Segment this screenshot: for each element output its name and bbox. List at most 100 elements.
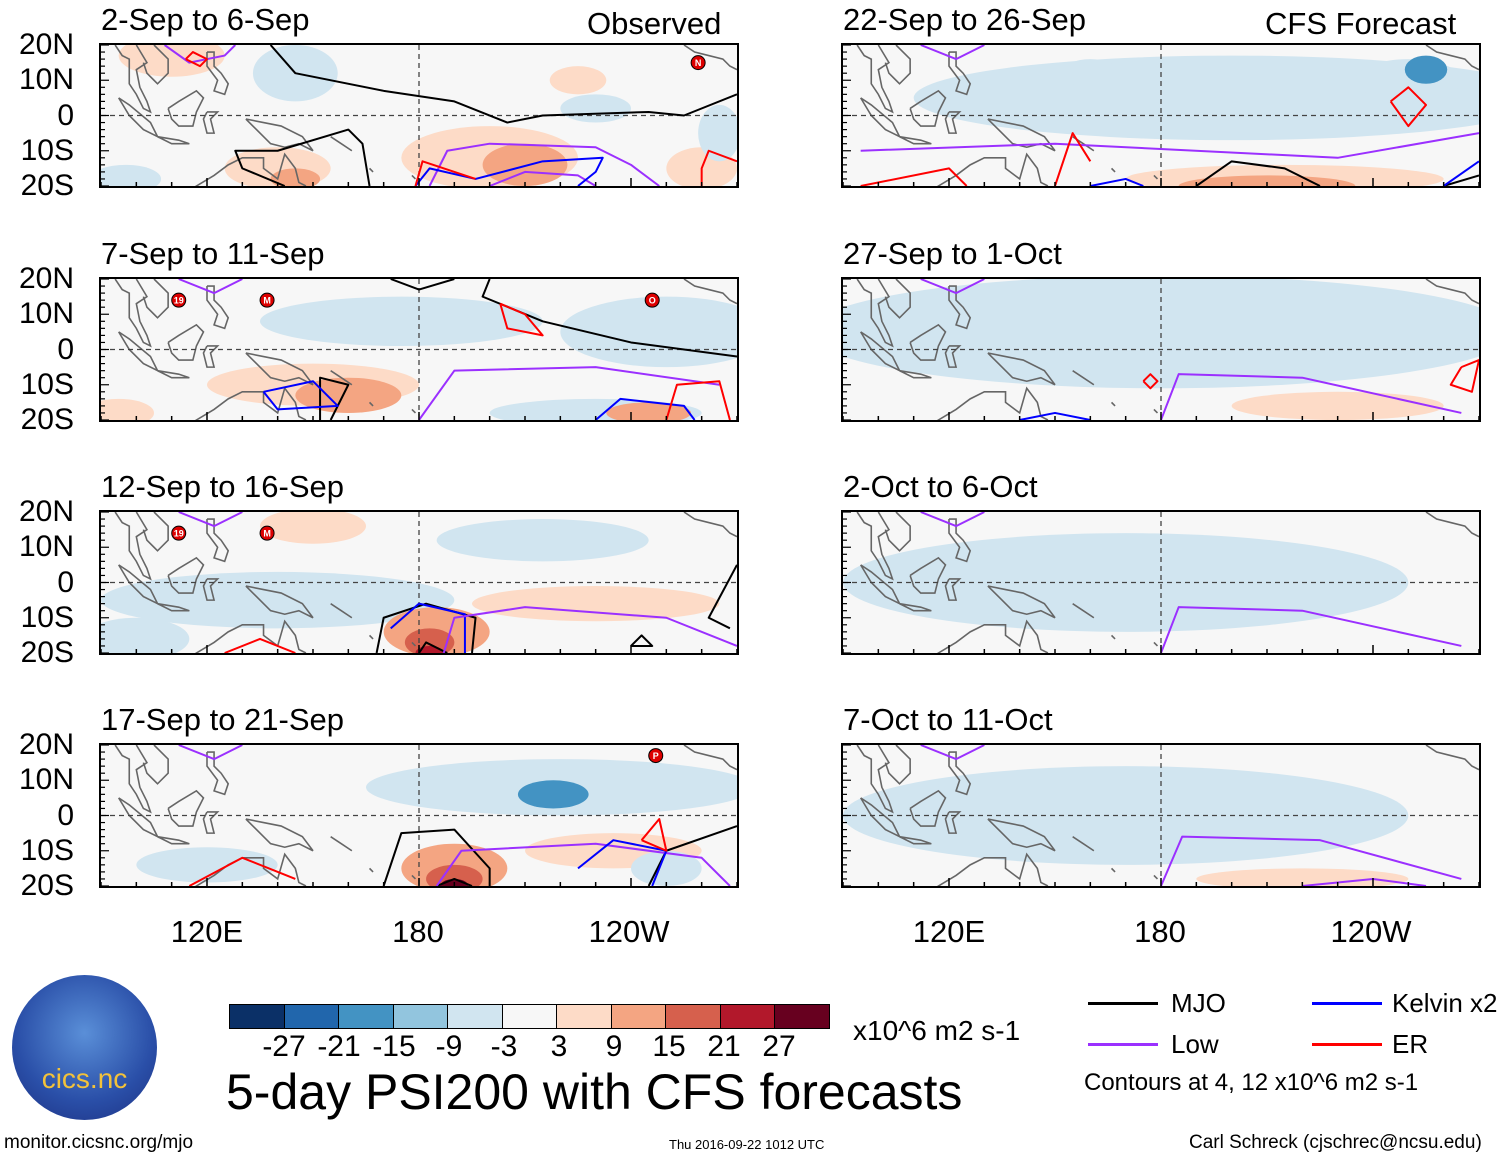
coastline [987,818,1056,852]
map-svg [843,745,1479,886]
contour-er [1142,373,1159,390]
legend-low: Low [1171,1029,1219,1059]
panel-title: 17-Sep to 21-Sep [101,702,345,737]
coastline [202,811,220,834]
shading-region [1404,55,1448,84]
coastline [157,135,190,145]
colorbar [229,1004,830,1029]
map-panel [841,277,1481,422]
coastline [114,745,152,814]
shading-region [631,850,702,886]
colorbar-swatch [720,1005,775,1028]
lat-label: 10S [20,133,74,167]
coastline [142,512,169,552]
contour-low [920,745,985,761]
map-panel: P [99,743,739,888]
contour-mjo [630,634,654,647]
coastline [117,797,160,839]
contour-low [418,366,720,420]
coastline [856,745,894,814]
legend-kelvin-line [1312,1002,1382,1005]
coastline [194,852,307,886]
colorbar-swatch [339,1005,394,1028]
coastline [194,386,307,420]
contour-kelvin [390,602,466,653]
shading-region [295,377,402,413]
colorbar-label: 3 [550,1030,568,1063]
storm-label: M [263,529,271,539]
coastline [114,279,152,348]
coastline [944,578,962,601]
shading-region [101,571,455,629]
forecast-label: CFS Forecast [1265,6,1457,41]
coastline [1110,167,1116,173]
tropical-cyclone-icon: 19 [171,525,187,541]
lon-label: 120E [170,914,244,949]
coastline [114,512,152,581]
legend-er: ER [1392,1029,1429,1059]
contour-low [178,512,243,528]
coastline [368,634,374,640]
contour-note: Contours at 4, 12 x10^6 m2 s-1 [1084,1069,1419,1096]
map-panel: N [99,43,739,188]
logo-text: cics.nc [41,1063,128,1094]
footer-url[interactable]: monitor.cicsnc.org/mjo [4,1132,194,1153]
lat-label: 20N [18,262,74,295]
coastline [245,818,314,852]
coastline [167,556,205,594]
contour-mjo [436,877,473,886]
lat-label: 10N [18,763,74,797]
coastline [856,45,894,114]
shading-region [101,617,190,653]
shading-region [913,55,1479,141]
contour-mjo [390,279,455,291]
colorbar-label: -21 [317,1030,361,1063]
legend-kelvin: Kelvin x2 [1392,988,1498,1018]
panel-title: 2-Oct to 6-Oct [843,469,1038,504]
storm-label: O [649,296,656,306]
coastline [1153,408,1159,414]
contour-low [920,279,985,295]
coastline [1425,745,1479,771]
coastline [411,641,417,647]
lat-label: 0 [57,565,74,599]
contour-low [178,279,243,295]
coastline [245,352,314,386]
contour-mjo [375,602,477,653]
colorbar-label: -3 [490,1030,518,1063]
tropical-cyclone-icon: 19 [171,292,187,308]
colorbar-swatch [502,1005,557,1028]
coastline [936,152,1049,186]
coastline [987,352,1056,386]
colorbar-swatch [448,1005,503,1028]
coastline [899,135,932,145]
lat-label: 10N [18,297,74,331]
coastline [1110,634,1116,640]
tropical-cyclone-icon: M [259,525,275,541]
coastline [1425,512,1479,538]
contour-low [428,142,660,186]
contour-low [178,745,243,761]
coastline [856,279,894,348]
lat-label: 0 [57,798,74,832]
colorbar-label: 9 [605,1030,623,1063]
coastline [859,97,902,139]
tropical-cyclone-icon: P [648,748,664,764]
contour-er [185,51,208,68]
coastline [330,602,353,619]
coastline [142,279,169,319]
shading-region [404,628,455,653]
coastline [114,45,152,114]
contour-er [700,149,737,186]
lat-label: 10S [20,367,74,401]
coastline [944,345,962,368]
lat-label: 20S [20,636,74,669]
map-svg: 19 M O [101,279,737,420]
shading-region [698,104,737,162]
coastline [194,152,307,186]
colorbar-label: -15 [372,1030,416,1063]
coastline [1072,835,1095,852]
coastline [1425,279,1479,305]
footer-author: Carl Schreck (cjschrec@ncsu.edu) [1189,1132,1482,1153]
coastline [683,512,737,538]
